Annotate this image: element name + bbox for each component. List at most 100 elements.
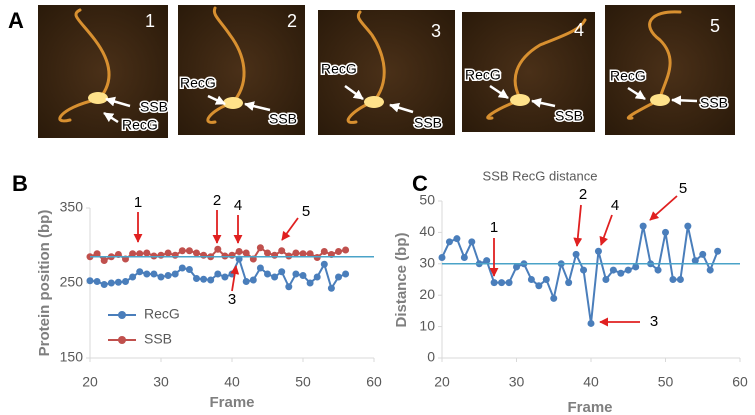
data-point [292, 249, 300, 257]
label-arrow [244, 101, 271, 112]
data-point [483, 257, 491, 265]
protein-label: RecG [610, 68, 646, 84]
data-point [143, 270, 151, 278]
data-point [207, 276, 215, 284]
x-tick-label: 30 [509, 374, 525, 390]
label-arrow [103, 111, 119, 124]
data-point [706, 266, 714, 274]
protein-label: RecG [122, 117, 158, 133]
data-point [178, 264, 186, 272]
protein-label: RecG [465, 67, 501, 83]
data-point [171, 270, 179, 278]
label-arrow [207, 94, 226, 106]
protein-label: SSB [269, 111, 297, 127]
data-point [157, 251, 165, 259]
protein-label: SSB [700, 95, 728, 111]
y-tick-label: 0 [427, 349, 435, 365]
data-point [242, 278, 250, 285]
data-point [228, 251, 236, 259]
data-point [193, 249, 200, 257]
annotation-arrow [230, 265, 240, 292]
data-point [468, 238, 476, 246]
data-point [639, 222, 647, 230]
data-point [654, 266, 662, 274]
data-point [292, 270, 300, 278]
data-point [313, 273, 321, 281]
data-point [609, 266, 617, 274]
annotation: 1 [134, 194, 142, 211]
data-point [542, 276, 550, 283]
x-tick-label: 60 [366, 374, 382, 390]
data-point [264, 249, 271, 257]
data-point [100, 281, 108, 288]
x-tick-label: 50 [295, 374, 311, 390]
protein-label: RecG [321, 61, 357, 77]
label-arrow [105, 96, 131, 108]
y-tick-label: 20 [419, 286, 435, 302]
annotation: 2 [579, 186, 587, 203]
data-point [714, 247, 722, 255]
protein-label: SSB [414, 115, 442, 131]
dna-strand [626, 10, 682, 120]
annotation: 4 [234, 197, 242, 214]
data-point [602, 276, 610, 283]
data-point [136, 268, 144, 276]
annotation: 4 [611, 197, 619, 214]
panel-label: B [12, 171, 28, 196]
data-point [271, 273, 279, 281]
data-point [164, 249, 172, 257]
protein-label: SSB [555, 108, 583, 124]
data-point [249, 276, 257, 284]
data-point [438, 254, 446, 262]
data-point [684, 222, 692, 230]
protein-spot [510, 94, 530, 106]
series-line [441, 225, 719, 324]
data-point [527, 276, 535, 283]
label-arrow [389, 102, 414, 114]
data-point [550, 294, 558, 302]
data-point [242, 249, 250, 257]
data-point [306, 250, 314, 258]
data-point [632, 263, 640, 271]
data-point [299, 250, 307, 258]
data-point [278, 247, 286, 255]
data-point [662, 228, 669, 236]
data-point [342, 270, 350, 278]
y-tick-label: 350 [60, 199, 84, 215]
x-axis-title: Frame [567, 399, 612, 415]
annotation-arrow [649, 195, 678, 221]
data-point [93, 278, 101, 285]
frame-number: 2 [287, 11, 297, 31]
label-arrow [344, 84, 364, 101]
data-point [200, 251, 208, 259]
chart-title: SSB RecG distance [483, 168, 598, 183]
data-point [86, 277, 94, 285]
protein-label: RecG [180, 75, 216, 91]
frame-number: 3 [431, 21, 441, 41]
annotation: 2 [213, 192, 221, 209]
x-tick-label: 60 [732, 374, 748, 390]
annotation: 5 [679, 180, 687, 197]
data-point [150, 270, 158, 278]
data-point [185, 247, 193, 255]
data-point [490, 279, 498, 287]
data-point [624, 266, 632, 274]
protein-spot [223, 97, 243, 109]
data-point [185, 266, 193, 273]
data-point [691, 257, 699, 265]
dna-strand [486, 18, 587, 120]
annotation: 3 [228, 291, 236, 308]
data-point [587, 319, 595, 327]
panel-label: A [8, 8, 24, 33]
data-point [278, 268, 286, 276]
label-arrow [489, 84, 509, 100]
annotation: 5 [302, 203, 310, 220]
label-arrow [531, 98, 556, 108]
data-point [157, 273, 165, 281]
data-point [256, 244, 264, 252]
data-point [107, 279, 115, 287]
data-point [335, 273, 342, 281]
x-tick-label: 50 [658, 374, 674, 390]
data-point [122, 278, 129, 285]
